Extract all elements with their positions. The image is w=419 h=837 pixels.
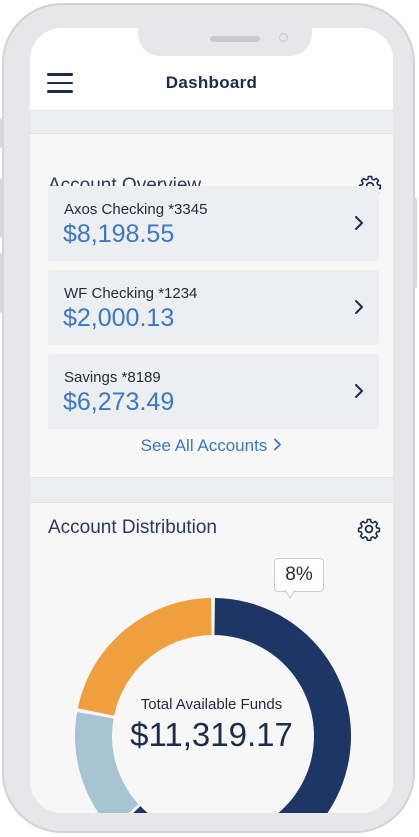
account-overview-card: Account Overview Axos Checking *3345 $8,…	[30, 134, 393, 478]
menu-icon[interactable]	[47, 73, 73, 93]
device-button	[413, 198, 417, 288]
section-divider	[30, 111, 393, 134]
camera-icon	[279, 33, 288, 42]
account-distribution-title: Account Distribution	[48, 517, 217, 538]
account-name: Axos Checking *3345	[64, 201, 208, 218]
chevron-right-icon	[273, 436, 282, 456]
donut-slice[interactable]	[114, 598, 351, 813]
account-row[interactable]: Savings *8189 $6,273.49	[48, 354, 379, 429]
page-title: Dashboard	[165, 73, 258, 92]
total-funds-label: Total Available Funds	[140, 696, 283, 713]
account-row[interactable]: WF Checking *1234 $2,000.13	[48, 270, 379, 345]
account-balance: $2,000.13	[63, 304, 175, 332]
device-notch	[138, 28, 312, 56]
chart-tooltip: 8%	[274, 558, 324, 592]
chevron-right-icon	[355, 300, 363, 314]
donut-center	[113, 636, 313, 813]
app-screen: Dashboard Account Overview Axos Checking…	[30, 28, 393, 813]
account-row[interactable]: Axos Checking *3345 $8,198.55	[48, 186, 379, 261]
account-name: Savings *8189	[64, 369, 161, 386]
account-name: WF Checking *1234	[64, 285, 198, 302]
device-button	[0, 178, 4, 238]
donut-slice[interactable]	[77, 598, 212, 716]
see-all-accounts-link[interactable]: See All Accounts	[30, 436, 393, 456]
device-button	[0, 118, 4, 148]
speaker-grille	[210, 36, 260, 42]
device-button	[0, 253, 4, 313]
device-frame: Dashboard Account Overview Axos Checking…	[0, 3, 417, 833]
donut-slice[interactable]	[75, 712, 139, 813]
gear-icon[interactable]	[357, 517, 381, 541]
chevron-right-icon	[355, 384, 363, 398]
see-all-accounts-label: See All Accounts	[140, 436, 268, 455]
tooltip-tail	[284, 590, 296, 599]
chevron-right-icon	[355, 216, 363, 230]
account-balance: $6,273.49	[63, 388, 175, 416]
total-funds-amount: $11,319.17	[130, 716, 293, 753]
section-divider	[30, 478, 393, 503]
distribution-donut-chart	[75, 598, 351, 813]
account-balance: $8,198.55	[63, 220, 175, 248]
